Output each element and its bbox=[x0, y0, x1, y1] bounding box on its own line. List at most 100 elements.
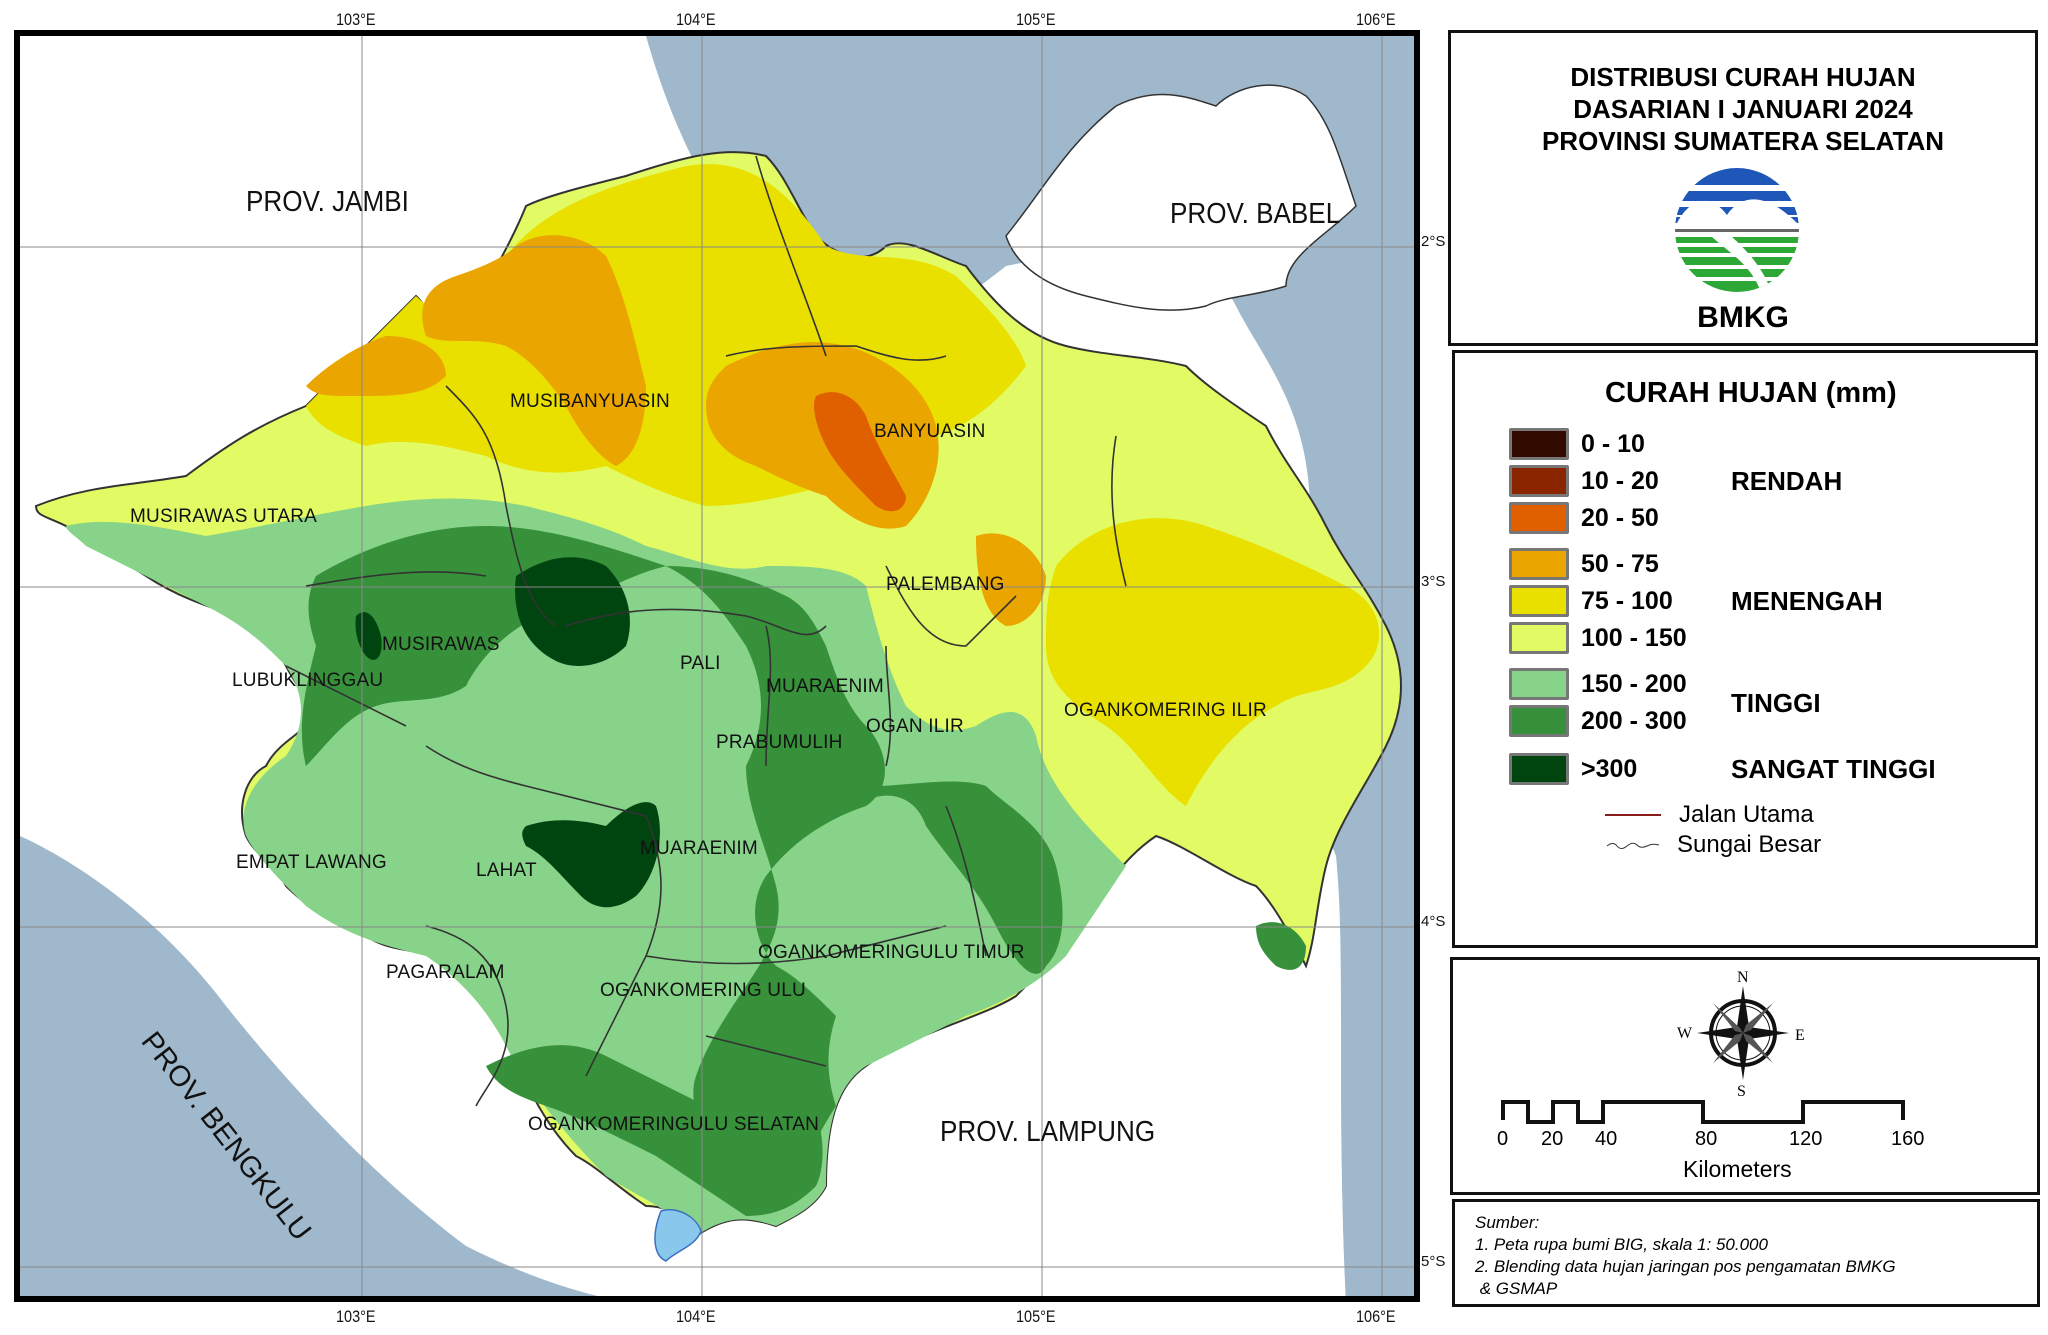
lon-tick-105: 105°E bbox=[1016, 10, 1056, 29]
swatch-300-plus bbox=[1509, 753, 1569, 785]
label-lahat: LAHAT bbox=[476, 860, 537, 881]
swatch-10-20 bbox=[1509, 465, 1569, 497]
label-prov-jambi: PROV. JAMBI bbox=[246, 186, 409, 218]
lon-tick-106: 106°E bbox=[1356, 10, 1396, 29]
legend-item-10-20: 10 - 20 bbox=[1509, 465, 1659, 497]
label-musirawas: MUSIRAWAS bbox=[382, 634, 500, 655]
swatch-75-100 bbox=[1509, 585, 1569, 617]
river-line-icon bbox=[1606, 842, 1660, 849]
swatch-20-50 bbox=[1509, 502, 1569, 534]
legend-line-label: Jalan Utama bbox=[1679, 801, 1814, 828]
legend-range: 10 - 20 bbox=[1581, 466, 1659, 495]
legend-line-label: Sungai Besar bbox=[1677, 831, 1822, 858]
label-banyuasin: BANYUASIN bbox=[874, 421, 986, 442]
category-rendah: RENDAH bbox=[1731, 466, 1843, 496]
label-ogankomeringulu-selatan: OGANKOMERINGULU SELATAN bbox=[528, 1114, 820, 1135]
lat-tick-5s: 5°S bbox=[1421, 1253, 1446, 1270]
source-line-2: 2. Blending data hujan jaringan pos peng… bbox=[1475, 1257, 1896, 1276]
category-menengah: MENENGAH bbox=[1731, 586, 1883, 616]
compass-e: E bbox=[1795, 1027, 1805, 1044]
lat-tick-4s: 4°S bbox=[1421, 913, 1446, 930]
zone-50-75-musibanyuasin bbox=[422, 235, 646, 466]
legend-range: 20 - 50 bbox=[1581, 503, 1659, 532]
swatch-100-150 bbox=[1509, 622, 1569, 654]
label-pali: PALI bbox=[680, 653, 721, 674]
label-musibanyuasin: MUSIBANYUASIN bbox=[510, 391, 670, 412]
legend-range: 100 - 150 bbox=[1581, 623, 1687, 652]
lon-tick-104: 104°E bbox=[676, 10, 716, 29]
regency-borders bbox=[285, 155, 1127, 1107]
scale-tick-0: 0 bbox=[1497, 1128, 1509, 1150]
label-ogankomering-ulu: OGANKOMERING ULU bbox=[600, 980, 806, 1001]
title-line-1: DISTRIBUSI CURAH HUJAN bbox=[1570, 62, 1916, 92]
lake-ranau bbox=[654, 1209, 702, 1262]
lampung-land bbox=[706, 826, 1346, 1296]
rainfall-map[interactable]: PROV. JAMBI PROV. BABEL PROV. BENGKULU P… bbox=[14, 30, 1420, 1302]
zone-300-plus-south bbox=[522, 802, 660, 908]
zone-20-50-banyuasin bbox=[814, 392, 906, 512]
title-line-2: DASARIAN I JANUARI 2024 bbox=[1573, 94, 1913, 124]
legend-range: 0 - 10 bbox=[1581, 429, 1645, 458]
source-panel: Sumber: 1. Peta rupa bumi BIG, skala 1: … bbox=[1452, 1199, 2040, 1307]
babel-island bbox=[1005, 84, 1357, 311]
scale-tick-40: 40 bbox=[1595, 1128, 1618, 1150]
lon-tick-105-bottom: 105°E bbox=[1016, 1307, 1056, 1326]
zone-50-75-palembang bbox=[976, 533, 1046, 626]
legend-item-75-100: 75 - 100 bbox=[1509, 585, 1673, 617]
scale-tick-80: 80 bbox=[1695, 1128, 1718, 1150]
scale-bar bbox=[1501, 1100, 1905, 1124]
lon-tick-103: 103°E bbox=[336, 10, 376, 29]
label-prabumulih: PRABUMULIH bbox=[716, 732, 843, 753]
legend-item-0-10: 0 - 10 bbox=[1509, 428, 1645, 460]
legend-item-200-300: 200 - 300 bbox=[1509, 705, 1687, 737]
legend-item-20-50: 20 - 50 bbox=[1509, 502, 1659, 534]
zone-75-100-east bbox=[1046, 518, 1380, 806]
legend-sungai-besar: Sungai Besar bbox=[1605, 831, 1821, 859]
bmkg-logo-icon bbox=[1675, 168, 1799, 292]
scale-unit: Kilometers bbox=[1683, 1156, 1792, 1182]
swatch-200-300 bbox=[1509, 705, 1569, 737]
legend-range: 50 - 75 bbox=[1581, 549, 1659, 578]
sea-west bbox=[20, 836, 598, 1296]
map-canvas bbox=[20, 36, 1414, 1296]
label-prov-babel: PROV. BABEL bbox=[1170, 198, 1341, 230]
label-ogankomeringulu-timur: OGANKOMERINGULU TIMUR bbox=[758, 942, 1025, 963]
zone-200-300-south bbox=[486, 1045, 823, 1216]
source-line-3: & GSMAP bbox=[1475, 1279, 1558, 1298]
swatch-150-200 bbox=[1509, 668, 1569, 700]
legend-title: CURAH HUJAN (mm) bbox=[1605, 377, 1897, 409]
label-muaraenim-north: MUARAENIM bbox=[766, 676, 884, 697]
legend-item-300-plus: >300 bbox=[1509, 753, 1638, 785]
label-pagaralam: PAGARALAM bbox=[386, 962, 505, 983]
compass-n: N bbox=[1737, 969, 1749, 986]
legend-item-100-150: 100 - 150 bbox=[1509, 622, 1687, 654]
compass-rose-icon: N S W E bbox=[1677, 969, 1805, 1098]
map-title: DISTRIBUSI CURAH HUJAN DASARIAN I JANUAR… bbox=[1451, 61, 2035, 157]
swatch-50-75 bbox=[1509, 548, 1569, 580]
graticule bbox=[20, 36, 1414, 1296]
label-empat-lawang: EMPAT LAWANG bbox=[236, 852, 387, 873]
title-panel: DISTRIBUSI CURAH HUJAN DASARIAN I JANUAR… bbox=[1448, 30, 2038, 346]
source-text: Sumber: 1. Peta rupa bumi BIG, skala 1: … bbox=[1475, 1212, 1896, 1300]
lat-tick-2s: 2°S bbox=[1421, 233, 1446, 250]
swatch-0-10 bbox=[1509, 428, 1569, 460]
zone-300-plus-north bbox=[515, 557, 630, 666]
category-tinggi: TINGGI bbox=[1731, 688, 1821, 718]
scale-tick-160: 160 bbox=[1891, 1128, 1925, 1150]
legend-item-50-75: 50 - 75 bbox=[1509, 548, 1659, 580]
compass-w: W bbox=[1677, 1025, 1693, 1042]
lat-tick-3s: 3°S bbox=[1421, 573, 1446, 590]
legend-range: 75 - 100 bbox=[1581, 586, 1673, 615]
lon-tick-103-bottom: 103°E bbox=[336, 1307, 376, 1326]
lon-tick-106-bottom: 106°E bbox=[1356, 1307, 1396, 1326]
source-line-1: 1. Peta rupa bumi BIG, skala 1: 50.000 bbox=[1475, 1235, 1768, 1254]
legend-item-150-200: 150 - 200 bbox=[1509, 668, 1687, 700]
label-ogankomering-ilir: OGANKOMERING ILIR bbox=[1064, 700, 1267, 721]
label-prov-lampung: PROV. LAMPUNG bbox=[940, 1116, 1156, 1148]
zone-200-300-se bbox=[1256, 922, 1306, 970]
legend-range: >300 bbox=[1581, 754, 1638, 783]
legend-range: 150 - 200 bbox=[1581, 669, 1687, 698]
lon-tick-104-bottom: 104°E bbox=[676, 1307, 716, 1326]
zone-200-300-east bbox=[856, 781, 1063, 974]
title-line-3: PROVINSI SUMATERA SELATAN bbox=[1541, 126, 1945, 156]
